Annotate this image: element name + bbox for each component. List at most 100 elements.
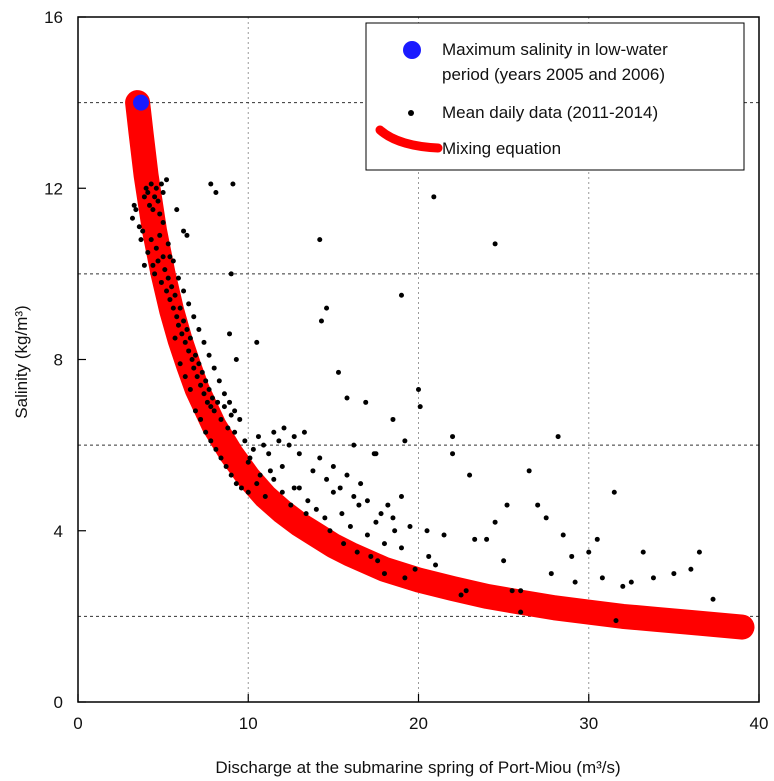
daily-data-point (504, 502, 510, 508)
daily-data-point (341, 541, 347, 547)
daily-data-point (363, 399, 369, 405)
x-tick-labels: 0 10 20 30 40 (73, 714, 768, 733)
daily-data-point (147, 202, 153, 208)
daily-data-point (279, 489, 285, 495)
daily-data-point (526, 468, 532, 474)
daily-data-point (402, 575, 408, 581)
daily-data-point (385, 502, 391, 508)
daily-data-point (215, 399, 221, 405)
daily-data-point (164, 177, 170, 183)
daily-data-point (441, 532, 447, 538)
legend-daily-label: Mean daily data (2011-2014) (442, 103, 658, 122)
daily-data-point (417, 404, 423, 410)
daily-data-point (472, 536, 478, 542)
daily-data-point (484, 536, 490, 542)
daily-data-point (335, 369, 341, 375)
daily-data-point (208, 181, 214, 187)
daily-data-point (518, 609, 524, 615)
daily-data-point (599, 575, 605, 581)
x-tick-label: 0 (73, 714, 82, 733)
daily-data-point (160, 190, 166, 196)
daily-data-point (136, 224, 142, 230)
y-tick-label: 4 (54, 522, 63, 541)
daily-data-point (628, 579, 634, 585)
daily-data-point (271, 476, 277, 482)
daily-data-point (208, 438, 214, 444)
daily-data-point (281, 425, 287, 431)
y-tick-label: 12 (44, 179, 63, 198)
daily-data-point (162, 267, 168, 273)
daily-data-point (182, 339, 188, 345)
daily-data-point (620, 583, 626, 589)
legend: Maximum salinity in low-water period (ye… (365, 22, 745, 171)
daily-data-point (172, 292, 178, 298)
daily-data-point (467, 472, 473, 478)
daily-data-point (186, 348, 192, 354)
daily-data-point (305, 498, 311, 504)
mixing-curve-layer (125, 90, 755, 640)
daily-data-point (174, 207, 180, 213)
daily-data-point (463, 588, 469, 594)
x-axis-label: Discharge at the submarine spring of Por… (215, 758, 620, 777)
daily-data-point (450, 434, 456, 440)
y-tick-label: 0 (54, 693, 63, 712)
daily-data-point (327, 528, 333, 534)
daily-data-point (416, 386, 421, 392)
daily-data-point (501, 558, 507, 564)
daily-data-point (255, 434, 261, 440)
y-tick-label: 8 (54, 351, 63, 370)
daily-data-point (555, 434, 561, 440)
daily-data-point (509, 588, 515, 594)
daily-data-point (458, 592, 464, 598)
daily-data-point (242, 438, 248, 444)
max-salinity-point (132, 94, 149, 111)
daily-data-point (237, 416, 243, 422)
daily-data-point (450, 451, 456, 457)
daily-data-point (177, 361, 183, 367)
daily-data-point (344, 395, 350, 401)
daily-data-point (398, 292, 404, 298)
daily-data-point (181, 288, 187, 294)
daily-data-point (230, 181, 236, 187)
daily-data-point (191, 365, 197, 371)
daily-data-point (221, 404, 227, 410)
daily-data-point (160, 220, 166, 225)
daily-data-point (189, 357, 195, 362)
daily-data-point (257, 472, 263, 478)
daily-data-point (213, 190, 219, 196)
daily-data-point (351, 494, 357, 499)
daily-data-point (170, 258, 176, 264)
daily-data-point (261, 442, 267, 448)
daily-data-point (216, 378, 222, 384)
daily-data-point (347, 523, 353, 529)
daily-data-point (218, 416, 224, 422)
legend-max-label-1: Maximum salinity in low-water (442, 40, 668, 59)
daily-data-point (204, 399, 210, 405)
daily-data-point (337, 485, 343, 491)
daily-data-point (339, 511, 345, 517)
daily-data-point (358, 481, 364, 487)
daily-data-point (165, 275, 171, 281)
daily-data-point (206, 352, 212, 358)
daily-data-point (203, 378, 209, 384)
daily-data-point (150, 262, 156, 268)
daily-data-point (535, 502, 541, 508)
daily-data-point (150, 207, 156, 213)
legend-daily-marker (408, 110, 414, 116)
daily-data-point (301, 429, 307, 435)
daily-data-point (155, 198, 161, 204)
daily-data-point (247, 455, 253, 461)
daily-data-point (330, 464, 336, 470)
daily-data-point (318, 318, 324, 324)
daily-data-point (232, 408, 238, 414)
daily-data-point (322, 515, 328, 521)
daily-data-point (153, 245, 159, 251)
daily-data-point (344, 472, 350, 478)
daily-data-point (613, 618, 619, 624)
daily-data-point (317, 237, 323, 243)
daily-data-point (373, 519, 379, 525)
daily-data-point (152, 194, 158, 200)
daily-data-point (433, 562, 439, 568)
daily-data-point (271, 429, 277, 435)
daily-data-point (179, 331, 185, 337)
